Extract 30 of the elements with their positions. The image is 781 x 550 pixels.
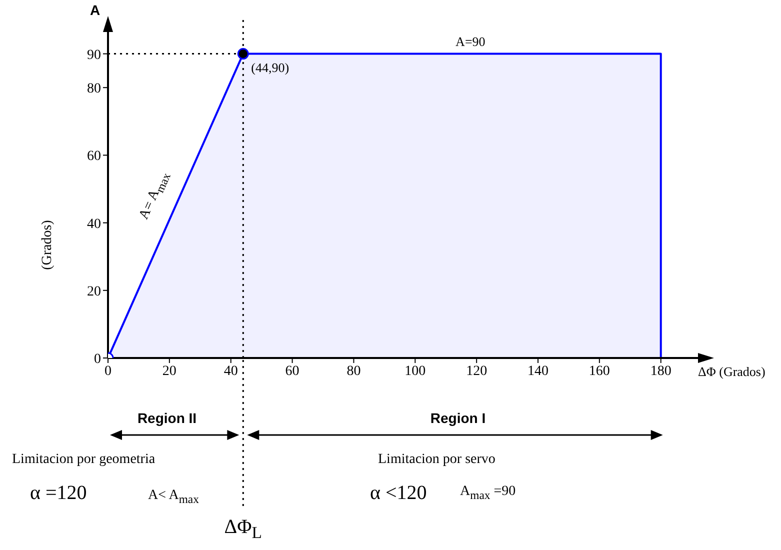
y-tick-label: 90 bbox=[87, 48, 101, 63]
x-tick-label: 60 bbox=[285, 364, 300, 379]
annotation: (44,90) bbox=[251, 60, 290, 76]
text: Region I bbox=[430, 410, 486, 426]
y-tick-label: 80 bbox=[87, 82, 101, 97]
x-tick-label: 160 bbox=[588, 364, 610, 379]
x-tick-label: 80 bbox=[346, 364, 361, 379]
y-tick-label: 20 bbox=[87, 284, 101, 300]
y-axis-title: A bbox=[90, 2, 100, 18]
x-tick-label: 100 bbox=[404, 364, 426, 379]
text: Limitacion por servo bbox=[378, 452, 496, 468]
y-tick-label: 60 bbox=[87, 149, 101, 164]
y-tick-label: 0 bbox=[94, 352, 101, 367]
annotation: A=90 bbox=[456, 34, 486, 50]
x-tick-label: 20 bbox=[162, 364, 176, 379]
text: A< A$_{max}$ bbox=[148, 488, 199, 506]
text: α =120 bbox=[30, 482, 87, 505]
text: α <120 bbox=[370, 482, 427, 505]
x-tick-label: 180 bbox=[650, 364, 672, 379]
x-tick-label: 140 bbox=[528, 364, 548, 379]
text: A$_{max}$ =90 bbox=[460, 484, 516, 502]
text: Limitacion por geometria bbox=[12, 452, 156, 468]
x-tick-label: 40 bbox=[224, 364, 238, 379]
text: Region II bbox=[137, 410, 197, 426]
x-axis-title: ΔΦ (Grados) bbox=[698, 364, 766, 380]
x-tick-label: 0 bbox=[104, 364, 112, 379]
x-tick-label: 120 bbox=[466, 364, 488, 379]
y-tick-label: 40 bbox=[87, 216, 101, 232]
text: (Grados) bbox=[40, 220, 56, 270]
text: ΔΦ$_{L}$ bbox=[224, 516, 262, 543]
